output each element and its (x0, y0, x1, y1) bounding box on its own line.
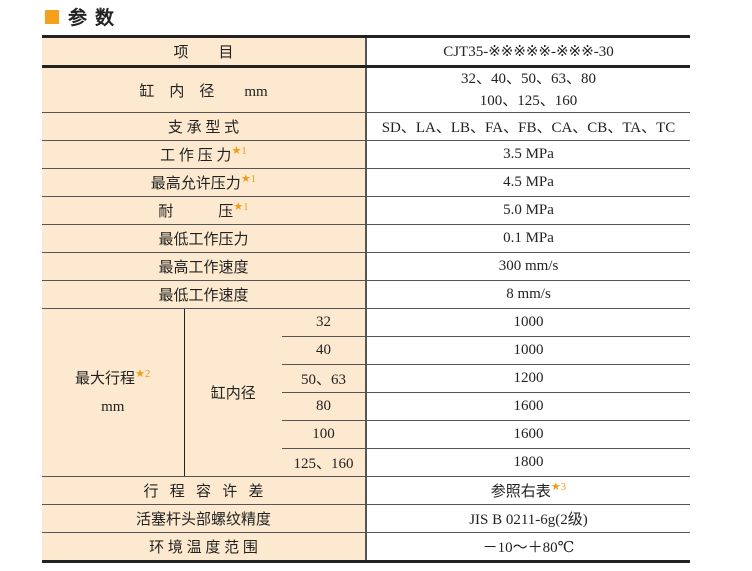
stroke-unit: mm (101, 398, 125, 415)
section-title: 参数 (45, 3, 122, 30)
table-row: 最低工作速度 8 mm/s (42, 280, 690, 309)
stroke-value: 1600 (365, 392, 690, 421)
row-label: 支 承 型 式 (42, 112, 366, 141)
table-row: 缸 内 径 mm 32、40、50、63、80 100、125、160 (42, 66, 690, 113)
stroke-row: 50、63 1200 (42, 364, 690, 393)
table-row: 最高允许压力★1 4.5 MPa (42, 168, 690, 197)
bore-cell: 40 (282, 336, 366, 365)
row-label: 最高工作速度 (42, 252, 366, 281)
row-value: 5.0 MPa (365, 196, 690, 225)
stroke-sub-label: 缸内径 (184, 308, 282, 477)
row-value: 3.5 MPa (365, 140, 690, 169)
row-value: 0.1 MPa (365, 224, 690, 253)
table-row: 环 境 温 度 范 围－10～＋80℃ (42, 532, 690, 563)
footnote-star: ★2 (135, 367, 151, 380)
row-value: JIS B 0211-6g(2级) (365, 504, 690, 533)
bore-cell: 100 (282, 420, 366, 449)
bore-cell: 80 (282, 392, 366, 421)
row-value: 参照右表★3 (365, 476, 690, 505)
row-value: 4.5 MPa (365, 168, 690, 197)
stroke-row: 125、160 1800 (42, 448, 690, 477)
row-label: 耐 压★1 (42, 196, 366, 225)
table-row: 工 作 压 力★1 3.5 MPa (42, 140, 690, 169)
label-text: 工 作 压 力 (160, 148, 232, 164)
row-label: 环 境 温 度 范 围 (42, 532, 366, 563)
row-label: 缸 内 径 mm (42, 66, 366, 113)
stroke-value: 1800 (365, 448, 690, 477)
row-value: 300 mm/s (365, 252, 690, 281)
value-line: 100、125、160 (479, 93, 578, 109)
row-value: 32、40、50、63、80 100、125、160 (365, 66, 690, 113)
table-row: 最低工作压力 0.1 MPa (42, 224, 690, 253)
header-item: 项 目 (42, 35, 366, 68)
stroke-row: 80 1600 (42, 392, 690, 421)
orange-square-icon (45, 9, 59, 24)
row-label: 活塞杆头部螺纹精度 (42, 504, 366, 533)
table-row: 耐 压★1 5.0 MPa (42, 196, 690, 225)
row-label: 最低工作速度 (42, 280, 366, 309)
title-text: 参数 (68, 7, 123, 29)
stroke-value: 1200 (365, 364, 690, 393)
row-value: SD、LA、LB、FA、FB、CA、CB、TA、TC (365, 112, 690, 141)
header-model: CJT35-※※※※※-※※※-30 (365, 35, 690, 68)
stroke-row: 100 1600 (42, 420, 690, 449)
row-label: 最低工作压力 (42, 224, 366, 253)
spec-table: 项 目 CJT35-※※※※※-※※※-30 缸 内 径 mm 32、40、50… (42, 35, 690, 563)
bore-cell: 32 (282, 308, 366, 337)
footnote-star: ★1 (233, 201, 249, 213)
row-label: 最高允许压力★1 (42, 168, 366, 197)
label-text: 最大行程 (75, 370, 136, 387)
row-value: －10～＋80℃ (365, 532, 690, 563)
stroke-row: 最大行程★2 mm 缸内径 32 1000 (42, 308, 690, 477)
footnote-star: ★3 (550, 481, 567, 493)
table-row: 最高工作速度 300 mm/s (42, 252, 690, 281)
bore-cell: 50、63 (282, 364, 366, 393)
value-text: 参照右表 (490, 484, 551, 500)
row-value: 8 mm/s (365, 280, 690, 309)
stroke-value: 1600 (365, 420, 690, 449)
table-row: 行 程 容 许 差参照右表★3 (42, 476, 690, 505)
bore-cell: 125、160 (282, 448, 366, 477)
stroke-value: 1000 (365, 336, 690, 365)
stroke-row: 40 1000 (42, 336, 690, 365)
label-text: 最高允许压力 (150, 176, 241, 192)
table-header: 项 目 CJT35-※※※※※-※※※-30 (42, 35, 690, 68)
table-row: 支 承 型 式 SD、LA、LB、FA、FB、CA、CB、TA、TC (42, 112, 690, 141)
footnote-star: ★1 (240, 173, 257, 185)
stroke-value: 1000 (365, 308, 690, 337)
row-label: 工 作 压 力★1 (42, 140, 366, 169)
value-line: 32、40、50、63、80 (460, 71, 596, 87)
row-label: 行 程 容 许 差 (42, 476, 366, 505)
stroke-label: 最大行程★2 mm (42, 308, 185, 477)
label-text: 耐 压 (158, 204, 234, 220)
footnote-star: ★1 (231, 145, 247, 157)
table-row: 活塞杆头部螺纹精度 JIS B 0211-6g(2级) (42, 504, 690, 533)
